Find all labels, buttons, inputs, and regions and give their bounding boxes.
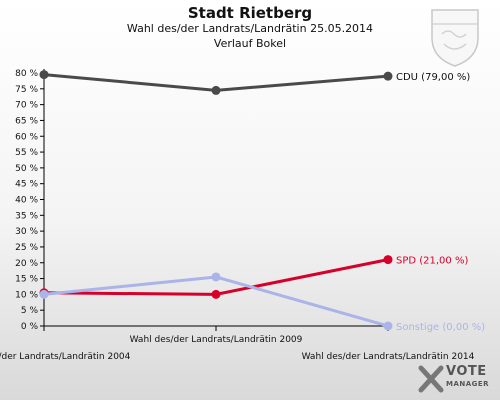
y-axis: 0 % 5 % 10 % 15 % 20 % 25 % 30 % 35 % 40 % 45 % 50… [15,69,44,332]
x-tick-label: Wahl des/der Landrats/Landrätin 2014 [302,352,475,362]
y-tick-label: 75 % [15,85,38,95]
data-point-sonstige [383,321,393,331]
y-tick-label: 55 % [15,148,38,158]
y-tick-label: 5 % [21,306,39,316]
data-point-spd [383,255,393,265]
y-tick-label: 70 % [15,101,38,111]
y-tick-label: 80 % [15,69,38,79]
series-label-cdu: CDU (79,00 %) [396,72,470,83]
logo-text-vote: VOTE [446,364,487,379]
vote-x-icon [418,365,444,393]
y-tick-label: 45 % [15,180,38,190]
y-tick-label: 25 % [15,243,38,253]
data-point-cdu [39,70,49,80]
y-tick-label: 50 % [15,164,38,174]
x-tick-label: Wahl des/der Landrats/Landrätin 2009 [130,335,303,345]
series-line-sonstige [43,275,389,328]
data-point-cdu [383,71,393,81]
series-group: CDU (79,00 %) SPD (21,00 %) Sonstige (0,00… [39,70,485,333]
chart-title: Stadt Rietberg [187,4,313,22]
data-point-cdu [211,85,221,95]
y-tick-label: 30 % [15,227,38,237]
y-tick-label: 35 % [15,211,38,221]
y-tick-label: 20 % [15,259,38,269]
votemanager-logo: VOTE MANAGER [418,362,492,396]
x-tick-label: Wahl des/der Landrats/Landrätin 2004 [0,352,131,362]
y-tick-label: 10 % [15,290,38,300]
y-tick-label: 15 % [15,275,38,285]
series-label-spd: SPD (21,00 %) [396,256,468,267]
y-tick-label: 60 % [15,132,38,142]
data-point-sonstige [39,289,49,299]
data-point-spd [211,289,221,299]
y-tick-label: 65 % [15,116,38,126]
series-label-sonstige: Sonstige (0,00 %) [396,322,485,333]
chart-subsubtitle: Verlauf Bokel [213,37,287,50]
chart-subtitle: Wahl des/der Landrats/Landrätin 25.05.20… [126,22,374,35]
data-point-sonstige [211,272,221,282]
coat-of-arms-icon [431,9,479,67]
y-tick-label: 0 % [21,322,39,332]
logo-text-manager: MANAGER [446,380,490,388]
chart-axes [43,69,388,327]
y-tick-label: 40 % [15,196,38,206]
